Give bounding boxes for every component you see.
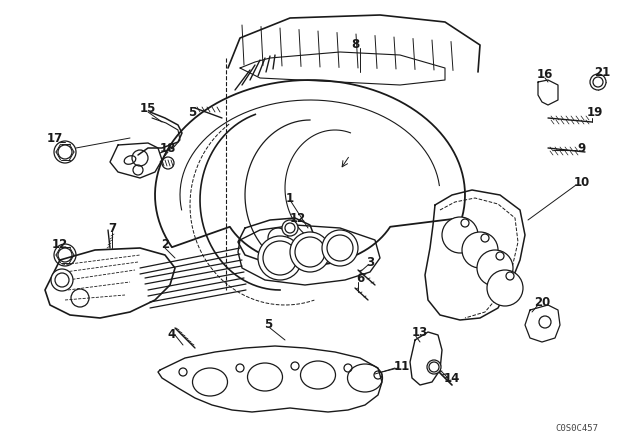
Circle shape <box>477 250 513 286</box>
Polygon shape <box>228 15 480 72</box>
Text: 12: 12 <box>290 211 306 224</box>
Polygon shape <box>410 332 442 385</box>
Polygon shape <box>240 52 445 85</box>
Text: 1: 1 <box>286 191 294 204</box>
Text: 5: 5 <box>188 105 196 119</box>
Polygon shape <box>238 225 380 285</box>
Text: 3: 3 <box>366 257 374 270</box>
Text: C0S0C457: C0S0C457 <box>555 424 598 433</box>
Circle shape <box>427 360 441 374</box>
Text: 6: 6 <box>356 271 364 284</box>
Circle shape <box>487 270 523 306</box>
Polygon shape <box>525 305 560 342</box>
Text: 10: 10 <box>574 177 590 190</box>
Circle shape <box>590 74 606 90</box>
Text: 14: 14 <box>444 371 460 384</box>
Polygon shape <box>158 346 382 412</box>
Circle shape <box>51 269 73 291</box>
Text: 7: 7 <box>108 221 116 234</box>
Text: 18: 18 <box>160 142 176 155</box>
Circle shape <box>282 220 298 236</box>
Text: 19: 19 <box>587 107 603 120</box>
Polygon shape <box>45 248 175 318</box>
Text: 11: 11 <box>394 359 410 372</box>
Text: 5: 5 <box>264 319 272 332</box>
Circle shape <box>258 236 302 280</box>
Polygon shape <box>238 218 315 262</box>
Text: 8: 8 <box>351 39 359 52</box>
Text: 9: 9 <box>578 142 586 155</box>
Polygon shape <box>155 80 465 265</box>
Polygon shape <box>425 190 525 320</box>
Text: 17: 17 <box>47 132 63 145</box>
Text: 12: 12 <box>52 238 68 251</box>
Text: 13: 13 <box>412 326 428 339</box>
Text: 21: 21 <box>594 65 610 78</box>
Circle shape <box>290 232 330 272</box>
Text: 16: 16 <box>537 68 553 81</box>
Circle shape <box>322 230 358 266</box>
Circle shape <box>442 217 478 253</box>
Text: 2: 2 <box>161 238 169 251</box>
Polygon shape <box>538 80 558 105</box>
Polygon shape <box>110 143 162 178</box>
Text: 20: 20 <box>534 296 550 309</box>
Circle shape <box>462 232 498 268</box>
Text: 15: 15 <box>140 102 156 115</box>
Text: 4: 4 <box>168 328 176 341</box>
